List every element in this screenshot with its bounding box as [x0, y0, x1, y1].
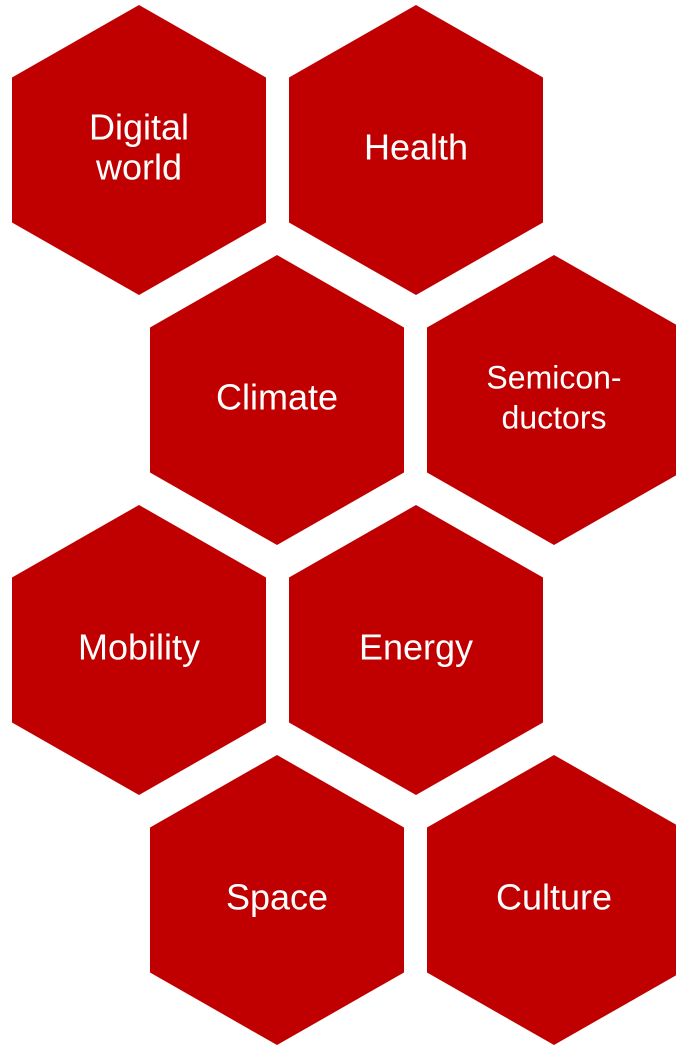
hexagon-label: world: [95, 147, 182, 188]
hexagon-label: Energy: [359, 627, 473, 668]
hexagon: [289, 505, 543, 795]
hexagon-label: Health: [364, 127, 468, 168]
hexagon-node: Culture: [427, 755, 676, 1045]
hexagon-node: Semicon-ductors: [427, 255, 676, 545]
hexagon-label: Culture: [496, 877, 612, 918]
hexagon-node: Space: [150, 755, 404, 1045]
hexagon-label: Digital: [89, 107, 189, 148]
hexagon-node: Health: [289, 5, 543, 295]
hexagon-node: Mobility: [12, 505, 266, 795]
hexagon-label: Climate: [216, 377, 338, 418]
hexagon-label: ductors: [502, 399, 607, 435]
hexagon-node: Energy: [289, 505, 543, 795]
hexagon: [150, 755, 404, 1045]
hexagon-label: Semicon-: [486, 359, 621, 395]
hexagon-node: Climate: [150, 255, 404, 545]
hexagon: [12, 5, 266, 295]
hexagon: [427, 755, 676, 1045]
hexagon: [12, 505, 266, 795]
hexagon: [289, 5, 543, 295]
hexagon-label: Space: [226, 877, 328, 918]
hexagon-label: Mobility: [78, 627, 200, 668]
hexagon: [427, 255, 676, 545]
hexagon: [150, 255, 404, 545]
